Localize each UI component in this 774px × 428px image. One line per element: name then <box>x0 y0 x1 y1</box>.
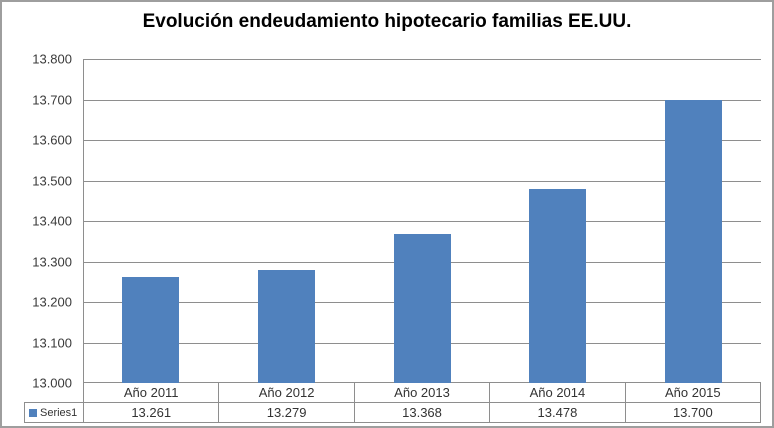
y-tick-label-13-600: 13.600 <box>32 132 72 148</box>
y-tick-label-13-700: 13.700 <box>32 92 72 108</box>
value-cell-ano-2013: 13.368 <box>355 402 491 422</box>
y-tick-label-13-000: 13.000 <box>32 375 72 391</box>
gridline-13-600 <box>83 140 761 141</box>
category-cell-ano-2012: Año 2012 <box>219 383 355 402</box>
y-tick-label-13-200: 13.200 <box>32 294 72 310</box>
data-table-category-row: Año 2011 Año 2012 Año 2013 Año 2014 Año 2015 <box>83 383 762 403</box>
y-tick-label-13-300: 13.300 <box>32 254 72 270</box>
y-tick-label-13-400: 13.400 <box>32 213 72 229</box>
value-cell-ano-2014: 13.478 <box>490 402 626 422</box>
category-cell-ano-2013: Año 2013 <box>355 383 491 402</box>
y-tick-label-13-800: 13.800 <box>32 51 72 67</box>
category-cell-ano-2011: Año 2011 <box>84 383 220 402</box>
bar-ano-2012 <box>258 270 315 383</box>
bar-ano-2014 <box>529 189 586 383</box>
data-table-value-row: 13.261 13.279 13.368 13.478 13.700 <box>83 402 762 423</box>
value-cell-ano-2011: 13.261 <box>84 402 220 422</box>
category-cell-ano-2015: Año 2015 <box>626 383 762 402</box>
bar-ano-2015 <box>665 100 722 383</box>
y-tick-label-13-500: 13.500 <box>32 173 72 189</box>
gridline-13-400 <box>83 221 761 222</box>
bar-ano-2011 <box>122 277 179 383</box>
series1-color-swatch-icon <box>29 408 37 417</box>
bar-ano-2013 <box>394 234 451 383</box>
value-cell-ano-2012: 13.279 <box>219 402 355 422</box>
gridline-13-500 <box>83 181 761 182</box>
category-cell-ano-2014: Año 2014 <box>490 383 626 402</box>
legend-label: Series1 <box>40 406 78 419</box>
gridline-13-800 <box>83 59 761 60</box>
legend-cell: Series1 <box>24 402 84 423</box>
chart-title: Evolución endeudamiento hipotecario fami… <box>142 11 632 32</box>
value-cell-ano-2015: 13.700 <box>626 402 762 422</box>
plot-area <box>83 59 761 383</box>
gridline-13-700 <box>83 100 761 101</box>
y-tick-label-13-100: 13.100 <box>32 335 72 351</box>
